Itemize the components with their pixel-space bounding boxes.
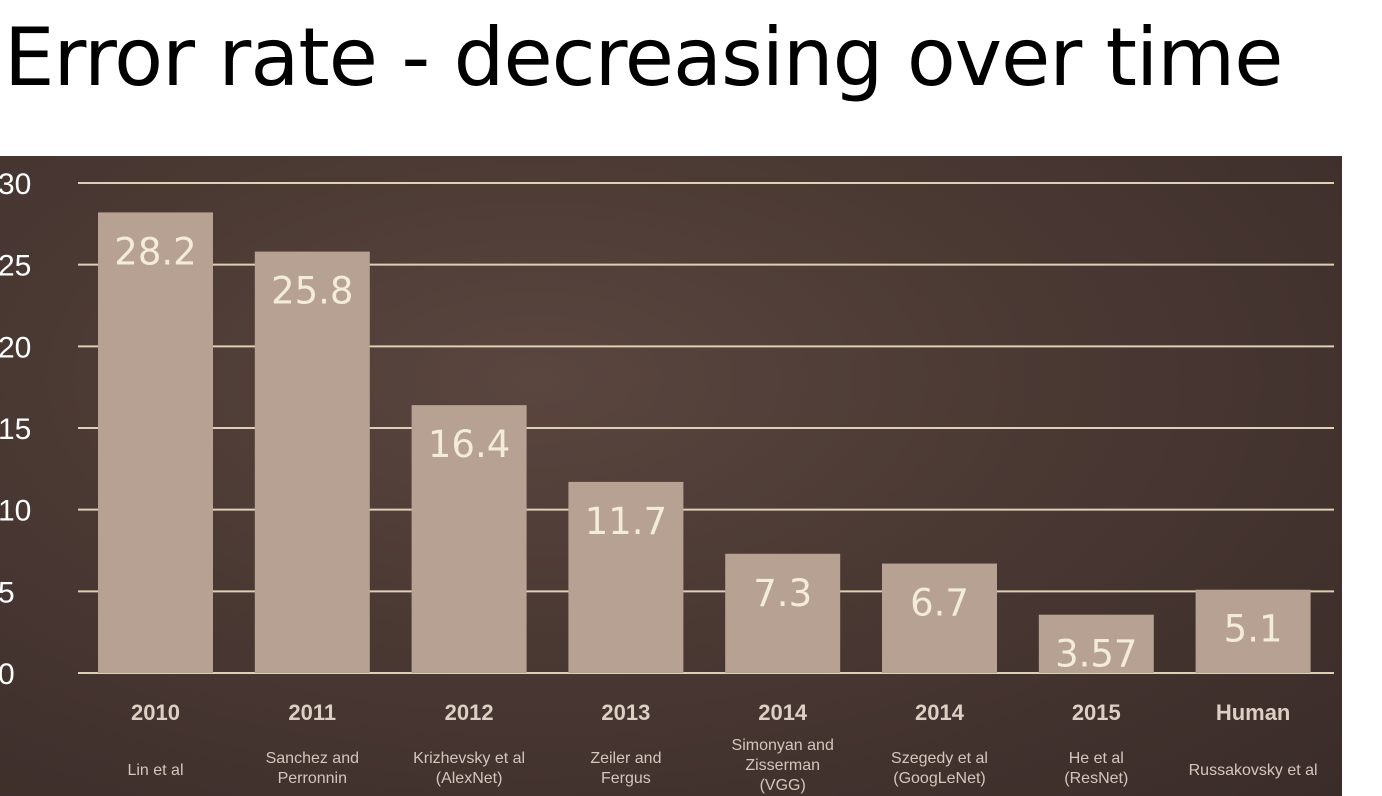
bar	[568, 481, 684, 673]
x-subcategory-label: (GoogLeNet)	[893, 770, 986, 787]
x-subcategory-label: Krizhevsky et al	[413, 750, 525, 767]
bar-value-label: 6.7	[910, 582, 969, 625]
x-subcategory-label: (AlexNet)	[436, 770, 503, 787]
x-category-label: 2010	[131, 700, 180, 725]
y-tick-label: 0	[0, 658, 15, 691]
y-tick-label: 10	[0, 495, 31, 528]
y-tick-label: 20	[0, 331, 31, 364]
bar	[1195, 589, 1311, 673]
x-category-label: 2015	[1072, 700, 1121, 725]
y-tick-label: 5	[0, 576, 15, 609]
x-subcategory-label: Lin et al	[127, 762, 183, 779]
bars	[98, 212, 1311, 673]
x-subcategory-label: Zeiler and	[590, 750, 661, 767]
x-category-label: 2012	[445, 700, 494, 725]
page-title: Error rate - decreasing over time	[4, 11, 1283, 104]
x-category-label: 2014	[915, 700, 965, 725]
y-tick-label: 25	[0, 250, 31, 283]
x-axis-labels: 2010 Lin et al 2011 Sanchez and Perronnin 201…	[127, 700, 1317, 794]
x-subcategory-label: (ResNet)	[1064, 770, 1128, 787]
bar-value-label: 3.57	[1055, 633, 1137, 676]
bar	[254, 251, 370, 673]
bar	[1038, 614, 1154, 673]
bar-value-label: 25.8	[271, 270, 353, 313]
bar	[411, 405, 527, 673]
x-subcategory-label: He et al	[1069, 750, 1124, 767]
x-subcategory-label: Perronnin	[278, 770, 347, 787]
y-tick-label: 15	[0, 413, 31, 446]
bar	[882, 563, 997, 673]
x-category-label: 2011	[288, 700, 336, 725]
bar-value-label: 5.1	[1224, 608, 1283, 651]
x-subcategory-label: Fergus	[601, 770, 651, 787]
x-subcategory-label: Simonyan and	[732, 737, 834, 754]
x-subcategory-label: Szegedy et al	[891, 750, 988, 767]
bar	[725, 553, 841, 673]
bar	[98, 212, 213, 673]
bar-chart: 0 5 10 15 20 25 30 28.2 25.8 16.4 11.7 7.3 6.7 3.57 5…	[0, 168, 1334, 794]
x-category-label: 2014	[758, 700, 808, 725]
x-subcategory-label: Sanchez and	[266, 750, 359, 767]
bar-value-labels: 28.2 25.8 16.4 11.7 7.3 6.7 3.57 5.1	[114, 230, 1282, 675]
bar-value-label: 16.4	[428, 423, 510, 466]
bar-value-label: 11.7	[585, 500, 667, 543]
bar-value-label: 7.3	[753, 572, 812, 615]
bar-value-label: 28.2	[114, 230, 196, 273]
x-subcategory-label: Russakovsky et al	[1189, 762, 1318, 779]
chart-panel: 0 5 10 15 20 25 30 28.2 25.8 16.4 11.7 7.3 6.7 3.57 5…	[0, 156, 1342, 796]
x-category-label: Human	[1216, 700, 1291, 725]
y-axis-tick-labels: 0 5 10 15 20 25 30	[0, 168, 31, 691]
y-tick-label: 30	[0, 168, 31, 201]
x-subcategory-label: Zisserman	[745, 757, 820, 774]
x-category-label: 2013	[601, 700, 650, 725]
x-subcategory-label: (VGG)	[760, 777, 806, 794]
